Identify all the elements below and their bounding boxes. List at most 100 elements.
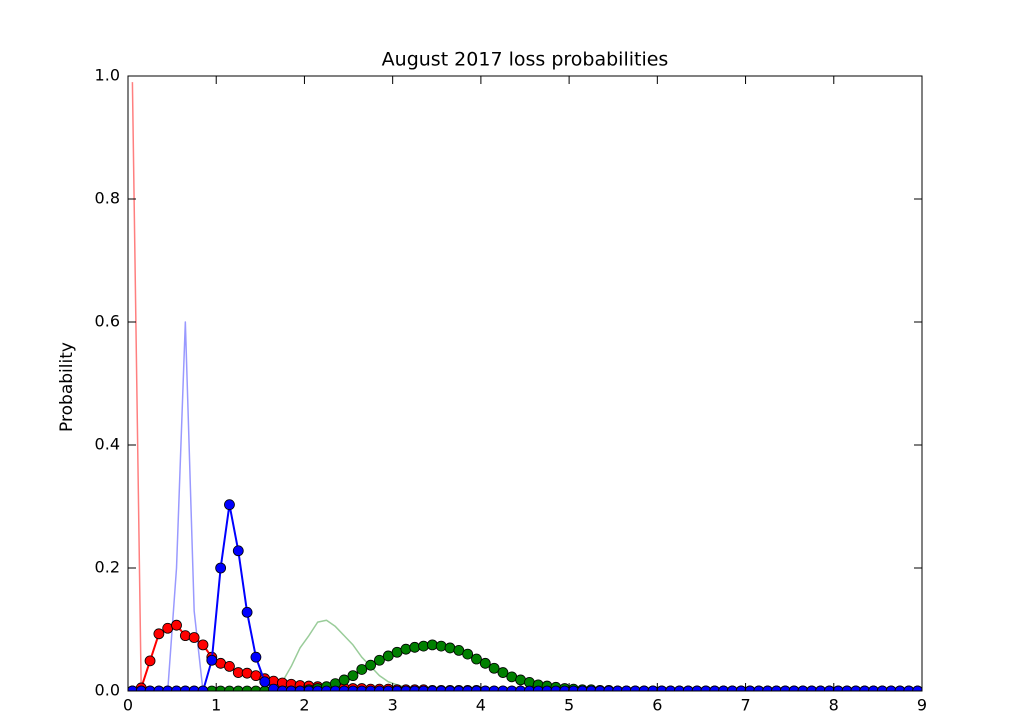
data-point xyxy=(188,632,200,643)
data-point xyxy=(771,685,782,691)
data-point xyxy=(815,685,826,691)
data-point xyxy=(162,685,174,691)
data-point xyxy=(524,685,535,691)
data-point xyxy=(312,685,324,691)
data-point xyxy=(250,651,262,663)
data-point xyxy=(629,685,641,691)
data-point xyxy=(215,562,227,574)
data-point xyxy=(365,659,377,671)
data-point xyxy=(338,674,350,686)
data-point xyxy=(868,685,879,691)
data-point xyxy=(515,674,526,686)
data-point xyxy=(206,685,218,691)
data-point xyxy=(444,685,456,691)
data-point xyxy=(488,685,500,691)
data-point xyxy=(268,683,279,691)
data-point xyxy=(426,685,438,691)
data-point xyxy=(215,685,227,691)
x-tick-label: 3 xyxy=(388,696,398,715)
data-point xyxy=(876,685,888,691)
data-point xyxy=(179,685,191,691)
data-point xyxy=(691,685,703,691)
data-point xyxy=(128,685,138,691)
data-point xyxy=(550,685,562,691)
data-point xyxy=(259,676,271,688)
data-point xyxy=(850,685,862,691)
data-point xyxy=(250,685,262,691)
data-point xyxy=(435,640,447,652)
data-point xyxy=(806,685,818,691)
data-point xyxy=(762,685,774,691)
data-point xyxy=(329,685,341,691)
data-point xyxy=(171,685,182,691)
data-point xyxy=(462,685,474,691)
data-point xyxy=(232,545,244,557)
data-point xyxy=(444,642,456,654)
data-point xyxy=(726,685,738,691)
y-axis-label: Probability xyxy=(57,342,77,432)
data-point xyxy=(206,654,218,666)
data-point xyxy=(779,685,791,691)
data-point xyxy=(515,685,526,691)
data-point xyxy=(400,643,412,655)
y-tick-label: 0.6 xyxy=(95,312,120,331)
data-point xyxy=(621,685,632,691)
data-point xyxy=(135,685,147,691)
data-point xyxy=(232,685,244,691)
chart-title: August 2017 loss probabilities xyxy=(382,49,669,71)
data-point xyxy=(497,685,509,691)
data-point xyxy=(365,685,377,691)
data-point xyxy=(409,641,421,653)
data-point xyxy=(294,685,306,691)
data-point xyxy=(753,685,765,691)
data-point xyxy=(718,685,729,691)
data-point xyxy=(171,619,182,631)
data-point xyxy=(568,685,579,691)
x-tick-label: 9 xyxy=(917,696,927,715)
data-point xyxy=(347,670,359,682)
data-point xyxy=(647,685,659,691)
y-tick-label: 0.8 xyxy=(95,189,120,208)
data-point xyxy=(418,685,429,691)
data-point xyxy=(894,685,906,691)
data-point xyxy=(497,667,509,678)
data-point xyxy=(285,685,297,691)
data-point xyxy=(224,661,235,672)
data-point xyxy=(700,685,712,691)
data-point xyxy=(224,499,235,511)
data-point xyxy=(197,685,209,691)
data-point xyxy=(241,667,253,679)
x-tick-label: 2 xyxy=(299,696,309,715)
x-tick-label: 0 xyxy=(123,696,133,715)
data-point xyxy=(153,628,165,640)
series-line xyxy=(132,503,918,691)
data-point xyxy=(144,655,156,667)
data-point xyxy=(638,685,650,691)
data-point xyxy=(585,685,597,691)
data-point xyxy=(197,639,209,651)
data-point xyxy=(400,685,412,691)
data-point xyxy=(462,648,474,660)
data-point xyxy=(153,685,165,691)
data-point xyxy=(673,685,685,691)
data-point xyxy=(709,685,721,691)
data-point xyxy=(576,685,588,691)
data-point xyxy=(797,685,809,691)
data-point xyxy=(338,685,350,691)
data-point xyxy=(356,685,368,691)
data-point xyxy=(532,685,544,691)
y-tick-label: 0.4 xyxy=(95,435,120,454)
data-point xyxy=(823,685,835,691)
data-point xyxy=(471,685,482,691)
data-point xyxy=(885,685,897,691)
data-point xyxy=(479,685,491,691)
data-point xyxy=(321,685,332,691)
data-point xyxy=(665,685,676,691)
series-line xyxy=(131,82,918,691)
data-point xyxy=(912,685,922,691)
x-tick-label: 5 xyxy=(564,696,574,715)
data-point xyxy=(179,630,191,642)
data-point xyxy=(241,606,253,618)
